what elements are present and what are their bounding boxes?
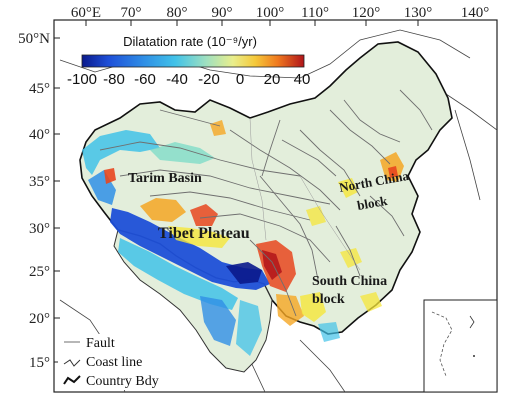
lat-labels: 50°N 45° 40° 35° 30° 25° 20° 15° <box>18 31 50 371</box>
tick-marks <box>54 20 419 363</box>
legend: Fault Coast line Country Bdy <box>58 334 159 390</box>
colorbar: Dilatation rate (10⁻⁹/yr) -100 -80 -60 -… <box>67 34 310 88</box>
label-tarim-basin: Tarim Basin <box>128 171 202 186</box>
lat-label-35: 35° <box>29 174 50 190</box>
colorbar-tick: 40 <box>294 71 311 88</box>
lat-label-30: 30° <box>29 221 50 237</box>
colorbar-gradient <box>81 54 305 68</box>
colorbar-tick: 20 <box>264 71 281 88</box>
lon-label-100: 100° <box>256 5 285 21</box>
legend-coast-symbol <box>63 359 81 367</box>
lon-label-120: 120° <box>352 5 381 21</box>
label-tibet-plateau: Tibet Plateau <box>158 225 250 242</box>
lon-label-90: 90° <box>212 5 233 21</box>
legend-coast-label: Coast line <box>86 355 142 370</box>
lon-labels: 60°E 70° 80° 90° 100° 110° 120° 130° 140… <box>71 5 489 21</box>
colorbar-tick: -40 <box>166 71 188 88</box>
legend-country-label: Country Bdy <box>86 374 159 389</box>
colorbar-tick: -20 <box>198 71 220 88</box>
lat-label-45: 45° <box>29 81 50 97</box>
label-south-china: South China <box>312 274 387 289</box>
lon-label-130: 130° <box>404 5 433 21</box>
legend-country-symbol <box>63 375 81 385</box>
lon-label-80: 80° <box>167 5 188 21</box>
colorbar-tick: -100 <box>67 71 97 88</box>
lon-label-60: 60°E <box>71 5 101 21</box>
dilatation-patches <box>82 120 404 356</box>
lat-label-50: 50°N <box>18 31 50 47</box>
lat-label-40: 40° <box>29 127 50 143</box>
internal-boundaries <box>249 117 361 271</box>
label-north-china-block: block <box>356 193 389 213</box>
colorbar-title: Dilatation rate (10⁻⁹/yr) <box>123 34 257 49</box>
lat-label-15: 15° <box>29 355 50 371</box>
colorbar-tick: -60 <box>134 71 156 88</box>
lon-label-70: 70° <box>121 5 142 21</box>
fault-lines <box>99 89 433 317</box>
lon-label-140: 140° <box>461 5 490 21</box>
lat-label-20: 20° <box>29 311 50 327</box>
label-south-china-block: block <box>312 292 345 307</box>
lat-label-25: 25° <box>29 264 50 280</box>
inset-map <box>423 299 498 393</box>
colorbar-tick: -80 <box>103 71 125 88</box>
lon-label-110: 110° <box>301 5 329 21</box>
colorbar-tick: 0 <box>236 71 244 88</box>
legend-fault-label: Fault <box>86 336 115 351</box>
